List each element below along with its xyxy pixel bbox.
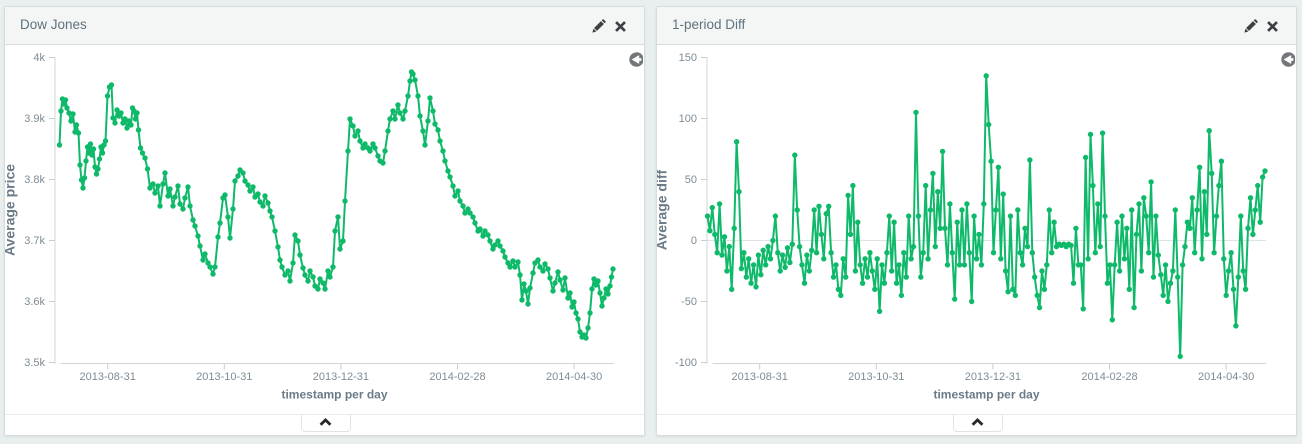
svg-text:0: 0 bbox=[691, 235, 697, 247]
svg-text:150: 150 bbox=[679, 52, 697, 64]
svg-text:-50: -50 bbox=[681, 296, 697, 308]
svg-text:timestamp per day: timestamp per day bbox=[281, 388, 387, 402]
svg-text:3.7k: 3.7k bbox=[24, 235, 45, 247]
svg-text:2013-10-31: 2013-10-31 bbox=[196, 371, 252, 383]
svg-text:timestamp per day: timestamp per day bbox=[933, 388, 1039, 402]
svg-text:2013-12-31: 2013-12-31 bbox=[313, 371, 369, 383]
svg-text:2013-08-31: 2013-08-31 bbox=[80, 371, 136, 383]
svg-text:2014-02-28: 2014-02-28 bbox=[429, 371, 485, 383]
svg-text:Average diff: Average diff bbox=[657, 169, 670, 250]
svg-text:3.5k: 3.5k bbox=[24, 357, 45, 369]
svg-text:3.9k: 3.9k bbox=[24, 113, 45, 125]
svg-text:Average price: Average price bbox=[5, 164, 18, 256]
svg-text:3.6k: 3.6k bbox=[24, 296, 45, 308]
svg-text:2013-10-31: 2013-10-31 bbox=[848, 371, 904, 383]
svg-text:2013-12-31: 2013-12-31 bbox=[965, 371, 1021, 383]
svg-text:2014-04-30: 2014-04-30 bbox=[1198, 371, 1254, 383]
svg-text:2014-02-28: 2014-02-28 bbox=[1081, 371, 1137, 383]
svg-text:2014-04-30: 2014-04-30 bbox=[546, 371, 602, 383]
svg-text:100: 100 bbox=[679, 113, 697, 125]
svg-text:3.8k: 3.8k bbox=[24, 174, 45, 186]
svg-text:50: 50 bbox=[685, 174, 697, 186]
svg-text:2013-08-31: 2013-08-31 bbox=[732, 371, 788, 383]
svg-text:4k: 4k bbox=[33, 52, 45, 64]
svg-text:-100: -100 bbox=[675, 357, 697, 369]
